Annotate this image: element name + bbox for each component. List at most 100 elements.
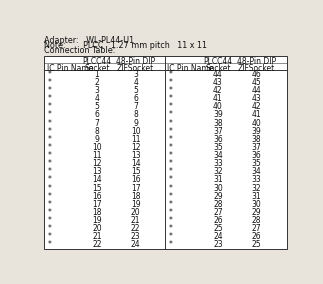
Text: 43: 43 [213,78,223,87]
Text: *: * [169,135,172,144]
Text: 15: 15 [92,183,102,193]
Text: 24: 24 [213,232,223,241]
Text: *: * [169,167,172,176]
Text: 7: 7 [133,102,138,111]
Bar [44,57,287,249]
Text: 38: 38 [252,135,261,144]
Text: 32: 32 [252,183,261,193]
Text: 37: 37 [213,127,223,136]
Text: *: * [48,216,52,225]
Text: *: * [48,240,52,249]
Text: *: * [169,94,172,103]
Text: 41: 41 [213,94,223,103]
Text: 42: 42 [213,86,223,95]
Text: 10: 10 [131,127,141,136]
Text: 48-Pin DIP: 48-Pin DIP [237,57,276,66]
Text: 46: 46 [252,70,262,79]
Text: 22: 22 [131,224,141,233]
Text: *: * [48,102,52,111]
Text: *: * [169,224,172,233]
Text: 31: 31 [252,192,261,201]
Text: 31: 31 [213,176,223,184]
Text: *: * [169,143,172,152]
Text: *: * [48,135,52,144]
Text: *: * [169,118,172,128]
Text: 28: 28 [213,200,223,209]
Text: 43: 43 [252,94,262,103]
Text: 24: 24 [131,240,141,249]
Text: 17: 17 [131,183,141,193]
Text: *: * [169,232,172,241]
Text: 9: 9 [133,118,138,128]
Text: 27: 27 [213,208,223,217]
Text: 22: 22 [92,240,102,249]
Text: *: * [169,86,172,95]
Text: 21: 21 [92,232,102,241]
Text: *: * [48,127,52,136]
Text: *: * [169,183,172,193]
Text: 26: 26 [213,216,223,225]
Text: IC Pin Name: IC Pin Name [47,64,93,73]
Text: 30: 30 [252,200,262,209]
Text: 37: 37 [252,143,262,152]
Text: Adapter:   WL-PL44-U1: Adapter: WL-PL44-U1 [44,36,134,45]
Text: *: * [48,78,52,87]
Text: 45: 45 [252,78,262,87]
Text: 19: 19 [131,200,141,209]
Text: *: * [169,70,172,79]
Text: 12: 12 [131,143,141,152]
Text: 18: 18 [92,208,102,217]
Text: Note:       PLCC   1.27 mm pitch   11 x 11: Note: PLCC 1.27 mm pitch 11 x 11 [44,41,207,50]
Text: IC Pin Name: IC Pin Name [167,64,214,73]
Text: 15: 15 [131,167,141,176]
Text: 44: 44 [213,70,223,79]
Text: 36: 36 [213,135,223,144]
Text: Socket: Socket [205,64,231,73]
Text: 23: 23 [131,232,141,241]
Text: 33: 33 [213,159,223,168]
Text: 29: 29 [213,192,223,201]
Text: 27: 27 [252,224,261,233]
Text: 1: 1 [95,70,99,79]
Text: *: * [169,110,172,120]
Text: *: * [48,159,52,168]
Text: *: * [48,151,52,160]
Text: 16: 16 [92,192,102,201]
Text: 14: 14 [131,159,141,168]
Text: 16: 16 [131,176,141,184]
Text: 35: 35 [252,159,262,168]
Text: 8: 8 [95,127,99,136]
Text: 38: 38 [213,118,223,128]
Text: 35: 35 [213,143,223,152]
Text: 39: 39 [252,127,262,136]
Text: *: * [169,200,172,209]
Text: *: * [169,192,172,201]
Text: 18: 18 [131,192,141,201]
Text: 34: 34 [252,167,262,176]
Text: 33: 33 [252,176,262,184]
Text: 4: 4 [95,94,99,103]
Text: *: * [169,151,172,160]
Text: 5: 5 [95,102,99,111]
Text: ZIFSocket: ZIFSocket [238,64,275,73]
Text: 39: 39 [213,110,223,120]
Text: 12: 12 [92,159,102,168]
Text: 26: 26 [252,232,261,241]
Text: *: * [169,240,172,249]
Text: 4: 4 [133,78,138,87]
Text: PLCC44: PLCC44 [82,57,111,66]
Text: 2: 2 [95,78,99,87]
Text: 25: 25 [213,224,223,233]
Text: 42: 42 [252,102,261,111]
Text: 19: 19 [92,216,102,225]
Text: *: * [48,70,52,79]
Text: 44: 44 [252,86,262,95]
Text: 13: 13 [92,167,102,176]
Text: 6: 6 [95,110,99,120]
Text: PLCC44: PLCC44 [203,57,233,66]
Text: ZIFSocket: ZIFSocket [117,64,154,73]
Text: 30: 30 [213,183,223,193]
Text: 9: 9 [95,135,99,144]
Text: *: * [169,78,172,87]
Text: Socket: Socket [84,64,110,73]
